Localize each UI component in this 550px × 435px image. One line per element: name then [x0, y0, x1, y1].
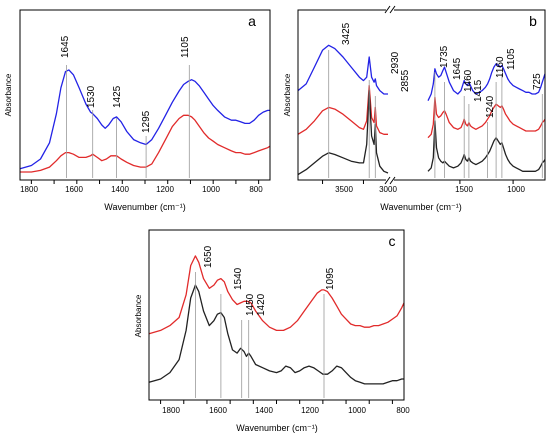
- panel-b-axis-break: [384, 5, 396, 185]
- panel-c-peak-lines: [194, 272, 325, 398]
- panel-a-letter: a: [248, 13, 256, 29]
- panel-a-tick-label: 1800: [20, 185, 38, 194]
- panel-b-peak-label: 1105: [506, 48, 517, 70]
- panel-b-peak-label: 2855: [400, 69, 411, 92]
- panel-a-tick-label: 1000: [202, 185, 220, 194]
- panel-c-trace-black: [148, 284, 404, 385]
- panel-b-peak-label: 1240: [485, 95, 496, 118]
- panel-b-trace-black-low: [427, 120, 546, 172]
- panel-b-frame: [297, 9, 546, 181]
- panel-b-tick-label: 1500: [455, 185, 473, 194]
- panel-b-y-axis-label: Absorbance: [283, 73, 292, 116]
- panel-a-x-axis-label: Wavenumber (cm⁻¹): [104, 202, 185, 212]
- panel-a-tick-label: 1200: [156, 185, 174, 194]
- panel-b-x-ticks: [322, 180, 514, 184]
- panel-c-tick-label: 1000: [348, 406, 366, 415]
- panel-b-trace-blue-low: [427, 63, 546, 101]
- panel-a-tick-label: 800: [249, 185, 263, 194]
- panel-c-peak-label: 1095: [325, 267, 336, 290]
- panel-c-peak-label: 1420: [256, 293, 267, 316]
- panel-a-frame: [19, 9, 271, 181]
- panel-b-peak-label: 1645: [452, 57, 463, 80]
- panel-a-trace-blue: [19, 69, 270, 170]
- panel-a-peak-label: 1295: [141, 110, 152, 133]
- panel-c-y-axis-label: Absorbance: [134, 294, 143, 337]
- panel-a-peak-label: 1530: [86, 85, 97, 108]
- panel-b-tick-label: 1000: [507, 185, 525, 194]
- panel-a-peak-lines: [66, 65, 190, 178]
- panel-c-tick-label: 1600: [209, 406, 227, 415]
- panel-b-peak-label: 1735: [439, 45, 450, 68]
- panel-b: 3500 3000 1500 1000 Wavenumber (cm⁻¹) Ab…: [283, 5, 546, 212]
- panel-b-peak-label: 2930: [390, 51, 401, 74]
- panel-b-peak-lines: [328, 50, 543, 178]
- panel-a: 1800 1600 1400 1200 1000 800 Wavenumber …: [4, 9, 271, 212]
- panel-c-frame: [148, 229, 405, 401]
- panel-c: 1800 1600 1400 1200 1000 800 Wavenumber …: [134, 229, 410, 433]
- panel-c-trace-red: [148, 255, 405, 335]
- panel-c-tick-label: 1800: [162, 406, 180, 415]
- panel-c-peak-label: 1450: [245, 293, 256, 316]
- panel-c-tick-label: 1200: [301, 406, 319, 415]
- panel-c-traces: [148, 255, 405, 385]
- panel-b-peak-label: 1160: [495, 56, 506, 78]
- panel-b-letter: b: [529, 13, 537, 29]
- panel-a-x-ticks: [30, 180, 260, 184]
- panel-a-traces: [19, 69, 271, 173]
- panel-c-peak-label: 1650: [203, 245, 214, 268]
- panel-b-peak-label: 1415: [473, 79, 484, 102]
- panel-a-trace-red: [20, 114, 271, 173]
- panel-c-tick-label: 800: [396, 406, 410, 415]
- panel-a-peak-label: 1425: [112, 85, 123, 108]
- panel-c-x-ticks: [160, 400, 393, 404]
- panel-a-tick-label: 1400: [111, 185, 129, 194]
- panel-c-tick-label: 1400: [255, 406, 273, 415]
- panel-b-trace-black-high: [297, 89, 389, 176]
- panel-a-peak-label: 1645: [60, 35, 71, 58]
- panel-a-tick-label: 1600: [65, 185, 83, 194]
- panel-a-peak-label: 1105: [180, 36, 191, 58]
- panel-b-peak-label: 1460: [463, 69, 474, 92]
- panel-a-y-axis-label: Absorbance: [4, 73, 13, 116]
- panel-b-x-axis-label: Wavenumber (cm⁻¹): [380, 202, 461, 212]
- panel-c-peak-label: 1540: [233, 267, 244, 290]
- panel-b-trace-red-high: [297, 84, 388, 135]
- panel-c-letter: c: [389, 233, 396, 249]
- panel-b-tick-label: 3500: [335, 185, 353, 194]
- panel-b-trace-blue-high: [297, 44, 388, 95]
- panel-c-x-axis-label: Wavenumber (cm⁻¹): [236, 423, 317, 433]
- panel-b-tick-label: 3000: [379, 185, 397, 194]
- panel-b-peak-label: 3425: [341, 22, 352, 45]
- panel-b-peak-label: 725: [532, 73, 543, 90]
